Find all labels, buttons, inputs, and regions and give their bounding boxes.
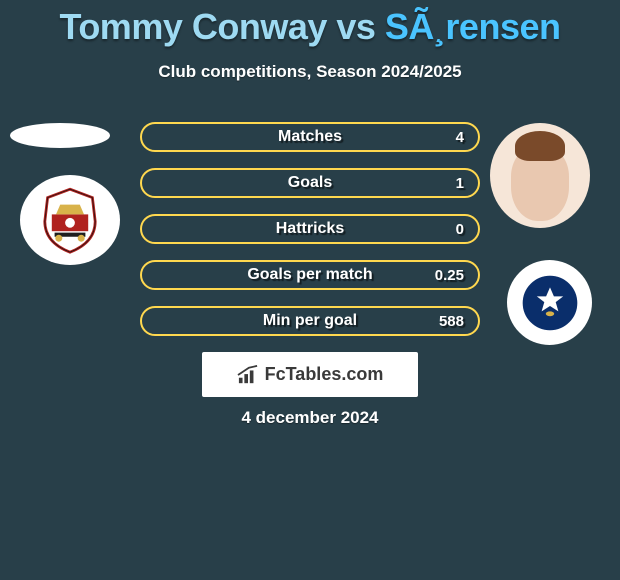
stat-row-hattricks: Hattricks 0 <box>140 214 480 244</box>
brand-text: FcTables.com <box>265 364 384 385</box>
subtitle: Club competitions, Season 2024/2025 <box>0 62 620 82</box>
stat-row-goals: Goals 1 <box>140 168 480 198</box>
player2-photo <box>490 123 590 228</box>
stat-row-min-per-goal: Min per goal 588 <box>140 306 480 336</box>
brand-box: FcTables.com <box>202 352 418 397</box>
title-vs: vs <box>327 6 385 47</box>
stat-value-right: 588 <box>439 313 464 330</box>
stat-label: Min per goal <box>263 312 357 330</box>
stat-label: Hattricks <box>276 220 344 238</box>
portsmouth-crest-icon <box>520 273 580 333</box>
stat-label: Goals <box>288 174 332 192</box>
stat-label: Matches <box>278 128 342 146</box>
stat-row-matches: Matches 4 <box>140 122 480 152</box>
bristol-city-crest-icon <box>35 185 105 255</box>
stat-value-right: 4 <box>456 129 464 146</box>
comparison-title: Tommy Conway vs SÃ¸rensen <box>0 0 620 48</box>
stat-rows: Matches 4 Goals 1 Hattricks 0 Goals per … <box>140 122 480 352</box>
player1-photo-placeholder <box>10 123 110 148</box>
stat-label: Goals per match <box>247 266 372 284</box>
stat-value-right: 1 <box>456 175 464 192</box>
stat-value-right: 0.25 <box>435 267 464 284</box>
title-player1: Tommy Conway <box>60 6 327 47</box>
player2-club-crest <box>507 260 592 345</box>
player2-face-placeholder <box>511 147 569 221</box>
date-text: 4 december 2024 <box>0 408 620 428</box>
fctables-logo-icon <box>237 365 259 385</box>
stat-row-goals-per-match: Goals per match 0.25 <box>140 260 480 290</box>
stat-value-right: 0 <box>456 221 464 238</box>
title-player2: SÃ¸rensen <box>385 6 561 47</box>
player1-club-crest <box>20 175 120 265</box>
